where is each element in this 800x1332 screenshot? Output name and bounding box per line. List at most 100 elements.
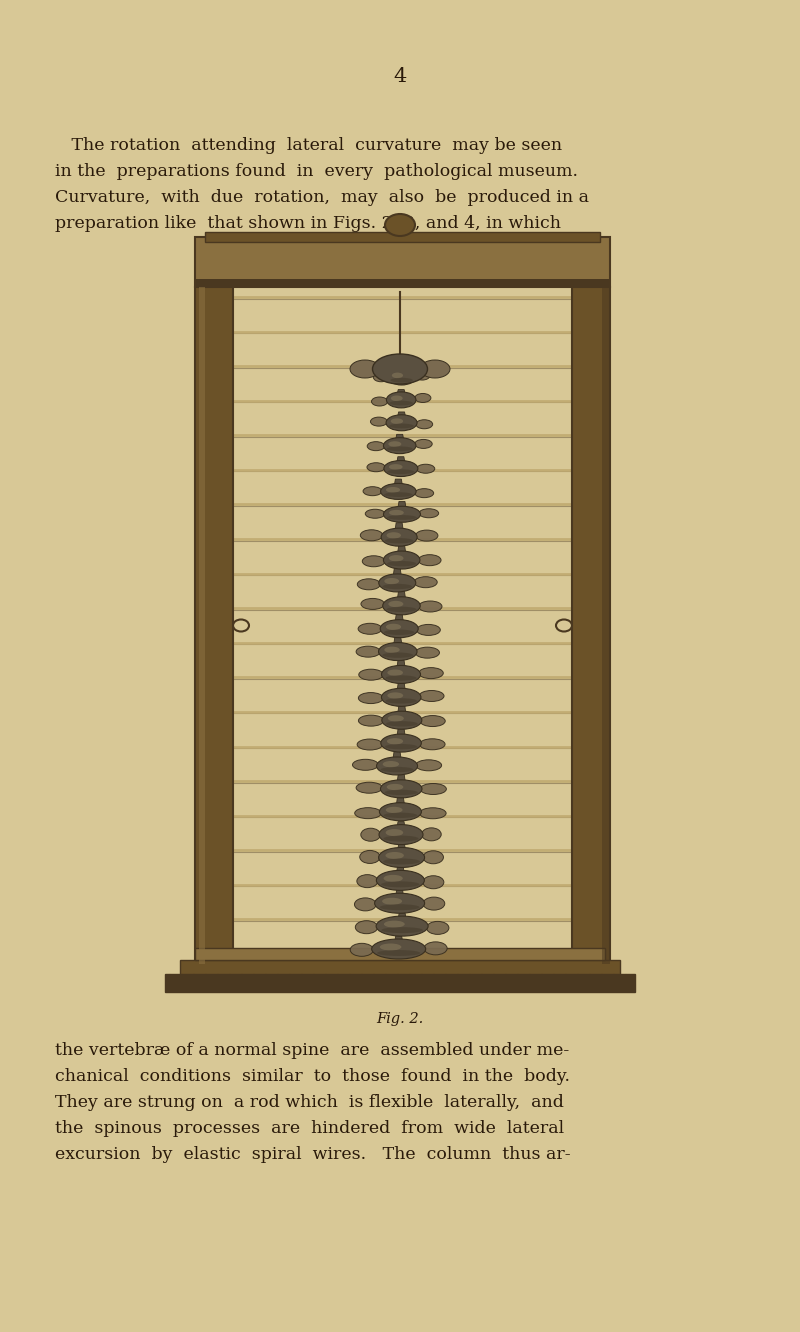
Ellipse shape [382, 898, 402, 904]
Ellipse shape [386, 852, 404, 859]
Ellipse shape [374, 373, 389, 382]
Ellipse shape [389, 510, 404, 515]
Text: The rotation  attending  lateral  curvature  may be seen: The rotation attending lateral curvature… [55, 137, 562, 155]
Ellipse shape [386, 829, 403, 836]
Ellipse shape [356, 782, 382, 794]
Ellipse shape [378, 574, 416, 591]
Ellipse shape [379, 803, 422, 821]
Ellipse shape [382, 666, 421, 683]
Polygon shape [397, 706, 407, 721]
Ellipse shape [382, 689, 421, 706]
Ellipse shape [378, 642, 417, 661]
Ellipse shape [415, 530, 438, 541]
Ellipse shape [380, 943, 402, 951]
Ellipse shape [382, 597, 420, 615]
Ellipse shape [414, 372, 430, 380]
Text: excursion  by  elastic  spiral  wires.   The  column  thus ar-: excursion by elastic spiral wires. The c… [55, 1146, 570, 1163]
Ellipse shape [387, 515, 417, 519]
Ellipse shape [353, 759, 378, 770]
Ellipse shape [377, 757, 418, 775]
Polygon shape [397, 844, 406, 858]
Ellipse shape [367, 442, 385, 450]
Ellipse shape [370, 417, 387, 426]
Ellipse shape [358, 669, 383, 681]
Polygon shape [392, 569, 402, 583]
Ellipse shape [386, 414, 417, 430]
Polygon shape [397, 914, 407, 926]
Ellipse shape [390, 418, 403, 424]
Ellipse shape [419, 509, 438, 518]
Ellipse shape [417, 465, 434, 473]
Ellipse shape [385, 745, 418, 750]
Text: the  spinous  processes  are  hindered  from  wide  lateral: the spinous processes are hindered from … [55, 1120, 564, 1138]
Text: in the  preparations found  in  every  pathological museum.: in the preparations found in every patho… [55, 163, 578, 180]
Ellipse shape [418, 601, 442, 611]
Polygon shape [394, 890, 405, 903]
Bar [195, 948, 605, 960]
Bar [572, 286, 610, 964]
Ellipse shape [354, 898, 376, 911]
Ellipse shape [416, 759, 442, 771]
Ellipse shape [386, 606, 417, 613]
Bar [195, 278, 610, 286]
Ellipse shape [422, 829, 442, 840]
Ellipse shape [423, 898, 445, 910]
Ellipse shape [414, 577, 438, 587]
Ellipse shape [374, 894, 425, 914]
Ellipse shape [387, 670, 403, 675]
Ellipse shape [378, 847, 425, 867]
Ellipse shape [418, 554, 441, 566]
Ellipse shape [386, 446, 413, 452]
Ellipse shape [366, 509, 385, 518]
Ellipse shape [382, 583, 412, 589]
Polygon shape [397, 546, 406, 559]
Text: chanical  conditions  similar  to  those  found  in the  body.: chanical conditions similar to those fou… [55, 1068, 570, 1086]
Ellipse shape [356, 646, 380, 657]
Ellipse shape [383, 551, 420, 569]
Ellipse shape [358, 623, 382, 634]
Ellipse shape [360, 850, 380, 863]
Ellipse shape [377, 950, 420, 956]
Ellipse shape [379, 825, 423, 844]
Ellipse shape [419, 690, 444, 702]
Ellipse shape [383, 438, 416, 454]
Ellipse shape [388, 369, 416, 385]
Polygon shape [396, 661, 406, 674]
Polygon shape [393, 637, 402, 651]
Ellipse shape [357, 739, 382, 750]
Ellipse shape [373, 354, 427, 384]
Polygon shape [395, 867, 406, 880]
Ellipse shape [391, 396, 402, 401]
Ellipse shape [380, 619, 418, 638]
Text: the vertebræ of a normal spine  are  assembled under me-: the vertebræ of a normal spine are assem… [55, 1042, 570, 1059]
Ellipse shape [376, 870, 424, 890]
Ellipse shape [383, 875, 402, 882]
Ellipse shape [381, 734, 422, 753]
Ellipse shape [390, 401, 413, 405]
Polygon shape [396, 389, 406, 400]
Ellipse shape [388, 715, 404, 722]
Ellipse shape [381, 767, 414, 773]
Ellipse shape [420, 715, 446, 726]
Ellipse shape [350, 943, 374, 956]
Polygon shape [397, 501, 407, 514]
Ellipse shape [420, 783, 446, 794]
Ellipse shape [419, 739, 445, 750]
Ellipse shape [382, 761, 399, 767]
Polygon shape [397, 368, 406, 377]
Text: Fig. 2.: Fig. 2. [376, 1012, 424, 1026]
Ellipse shape [389, 464, 402, 470]
Ellipse shape [380, 904, 420, 910]
Polygon shape [396, 822, 406, 835]
Ellipse shape [384, 493, 413, 497]
Ellipse shape [385, 214, 415, 236]
Ellipse shape [416, 420, 433, 429]
Text: 4: 4 [394, 68, 406, 87]
Ellipse shape [386, 533, 401, 538]
Ellipse shape [426, 922, 449, 934]
Ellipse shape [384, 920, 405, 927]
Ellipse shape [386, 623, 401, 630]
Ellipse shape [382, 927, 423, 934]
Ellipse shape [384, 578, 399, 585]
Text: Curvature,  with  due  rotation,  may  also  be  produced in a: Curvature, with due rotation, may also b… [55, 189, 589, 206]
